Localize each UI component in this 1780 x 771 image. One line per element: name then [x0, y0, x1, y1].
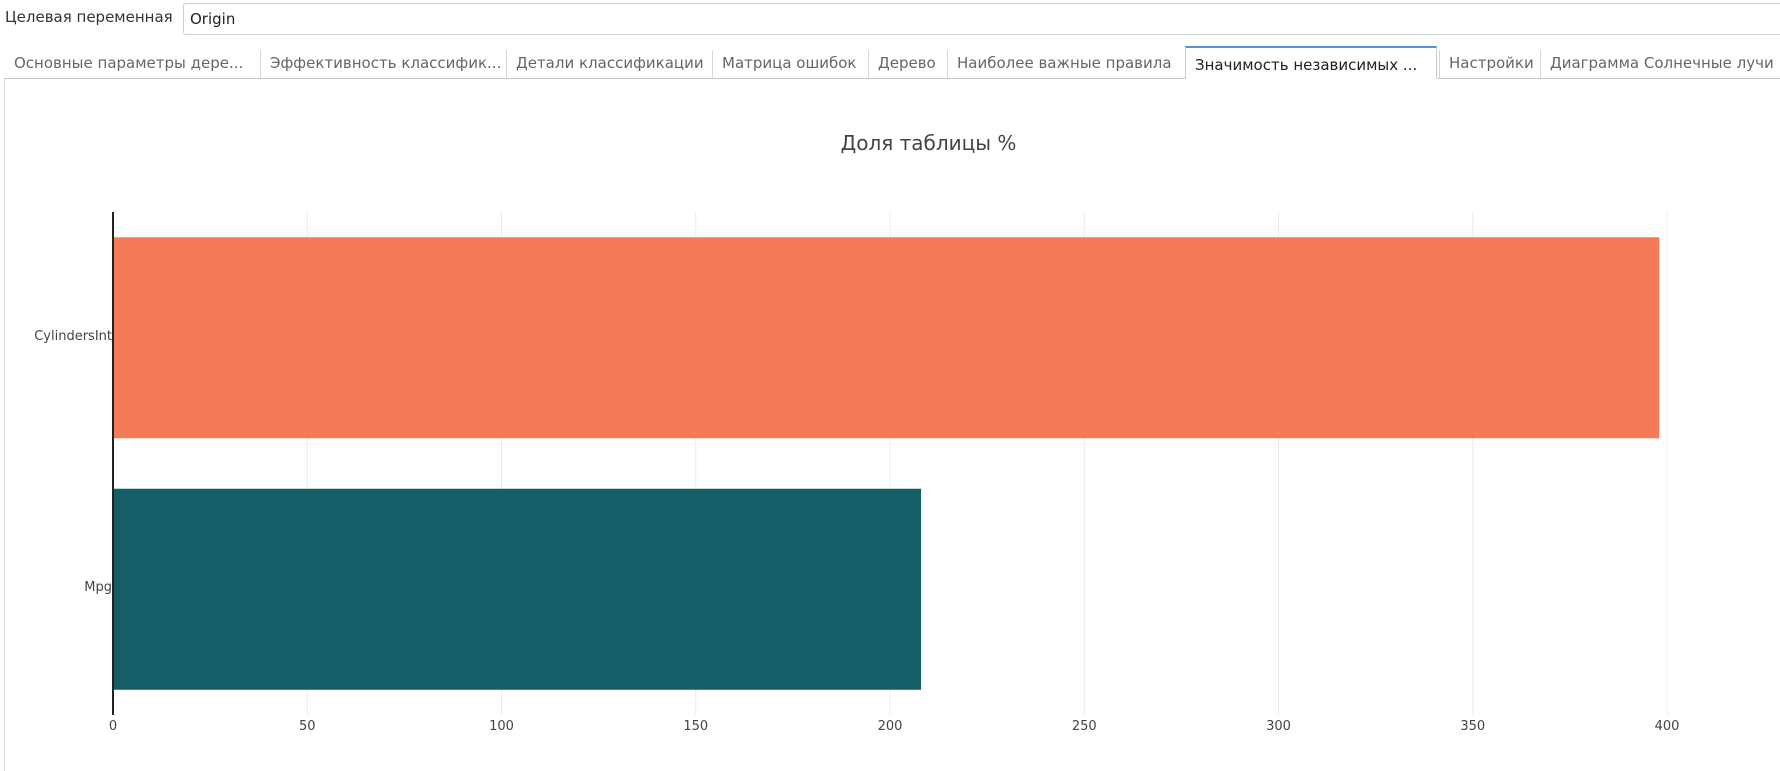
tab-classification-efficiency[interactable]: Эффективность классифик...: [260, 50, 506, 78]
bar-cylindersint[interactable]: [113, 237, 1660, 439]
tab-tree-main-params[interactable]: Основные параметры дере...: [14, 54, 244, 72]
tab-classification-details[interactable]: Детали классификации: [506, 50, 712, 78]
tab-sunburst-chart[interactable]: Диаграмма Солнечные лучи: [1540, 50, 1780, 78]
tab-top-rules[interactable]: Наиболее важные правила: [947, 50, 1182, 78]
x-tick-label: 200: [877, 719, 903, 734]
x-tick-label: 300: [1266, 719, 1291, 734]
tab-feature-importance[interactable]: Значимость независимых ...: [1185, 46, 1437, 79]
x-tick-label: 400: [1654, 719, 1680, 734]
x-tick-label: 50: [298, 719, 316, 734]
tab-tree[interactable]: Дерево: [868, 50, 947, 78]
target-variable-bar: Целевая переменная: [0, 0, 1780, 38]
tab-content-panel: [4, 78, 1780, 771]
bar-mpg[interactable]: [113, 488, 922, 690]
tab-settings[interactable]: Настройки: [1439, 50, 1540, 78]
x-tick-label: 350: [1460, 719, 1486, 734]
tab-bar: Основные параметры дере... Эффективность…: [5, 46, 1780, 79]
x-tick-label: 100: [489, 719, 514, 734]
x-tick-label: 250: [1071, 719, 1097, 734]
chart-title: Доля таблицы %: [840, 131, 1017, 155]
target-variable-label: Целевая переменная: [5, 8, 173, 26]
x-tick-label: 0: [108, 719, 118, 734]
x-tick-label: 150: [683, 719, 709, 734]
target-variable-input[interactable]: [183, 3, 1780, 35]
category-label: CylindersInt: [34, 328, 112, 344]
tab-confusion-matrix[interactable]: Матрица ошибок: [712, 50, 868, 78]
category-label: Mpg: [84, 580, 112, 596]
